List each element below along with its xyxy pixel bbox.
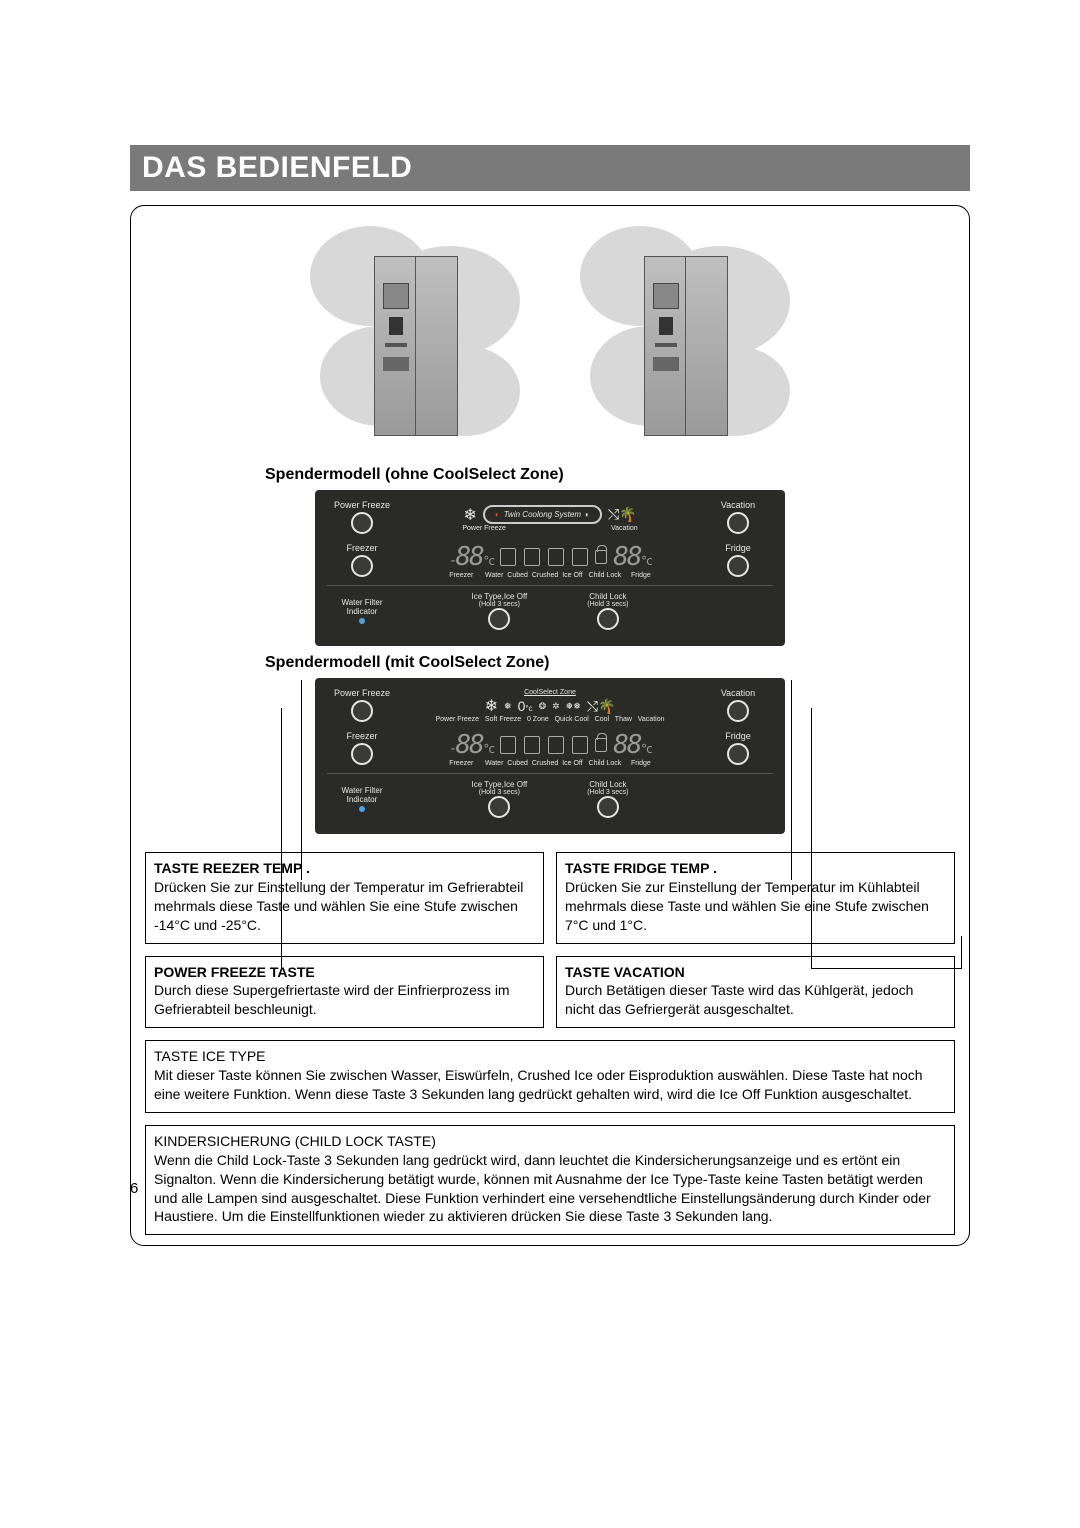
callout-ice-type: TASTE ICE TYPE Mit dieser Taste können S… xyxy=(145,1040,955,1113)
page-title: DAS BEDIENFELD xyxy=(130,145,970,191)
child-lock-button[interactable] xyxy=(597,608,619,630)
label-vacation: Vacation xyxy=(703,500,773,510)
dispenser-panel-icon xyxy=(653,283,679,309)
freezer-temp-button[interactable] xyxy=(351,555,373,577)
callout-power-freeze: POWER FREEZE TASTE Durch diese Supergefr… xyxy=(145,956,544,1029)
page-number: 6 xyxy=(130,1180,138,1197)
vacation-icon: ⤭🌴 xyxy=(587,698,616,715)
control-panel-1: Power Freeze ❄ ◐Twin Coolong System◐ ⤭🌴 … xyxy=(315,490,785,646)
water-icon xyxy=(500,736,516,754)
lock-icon xyxy=(595,738,607,752)
cubed-ice-icon xyxy=(524,548,540,566)
quick-cool-icon: ❂ xyxy=(539,701,547,712)
zero-zone-icon: 0°c xyxy=(518,698,533,714)
water-icon xyxy=(500,548,516,566)
fridge-temp-button[interactable] xyxy=(727,743,749,765)
filter-indicator-icon xyxy=(359,618,365,624)
fridge-illustration-right xyxy=(610,226,760,446)
panel2-label: Spendermodell (mit CoolSelect Zone) xyxy=(265,654,955,672)
label-freezer: Freezer xyxy=(327,543,397,553)
power-freeze-button[interactable] xyxy=(351,512,373,534)
freezer-temp-button[interactable] xyxy=(351,743,373,765)
filter-indicator-icon xyxy=(359,806,365,812)
soft-freeze-icon: ❅ xyxy=(504,701,512,712)
crushed-ice-icon xyxy=(548,736,564,754)
vacation-icon: ⤭🌴 xyxy=(608,506,637,523)
ice-type-button[interactable] xyxy=(488,608,510,630)
label-fridge: Fridge xyxy=(703,543,773,553)
freezer-temp-display: -88°c xyxy=(449,730,493,760)
ice-type-button[interactable] xyxy=(488,796,510,818)
callout-child-lock: KINDERSICHERUNG (CHILD LOCK TASTE) Wenn … xyxy=(145,1125,955,1235)
ice-off-icon xyxy=(572,736,588,754)
snowflake-icon: ❄ xyxy=(485,696,498,716)
dispenser-panel-icon xyxy=(383,283,409,309)
freezer-temp-display: -88°c xyxy=(449,542,493,572)
callout-vacation: TASTE VACATION Durch Betätigen dieser Ta… xyxy=(556,956,955,1029)
fridge-illustrations xyxy=(145,226,955,446)
main-frame: Spendermodell (ohne CoolSelect Zone) Pow… xyxy=(130,205,970,1246)
label-power-freeze: Power Freeze xyxy=(327,500,397,510)
ice-off-icon xyxy=(572,548,588,566)
fridge-temp-display: 88°c xyxy=(613,730,651,760)
lock-icon xyxy=(595,550,607,564)
child-lock-button[interactable] xyxy=(597,796,619,818)
control-panel-2: Power Freeze CoolSelect Zone ❄ ❅ 0°c ❂ ✲… xyxy=(315,678,785,834)
cool-icon: ✲ xyxy=(552,701,560,712)
cubed-ice-icon xyxy=(524,736,540,754)
callouts-grid: TASTE REEZER TEMP . Drücken Sie zur Eins… xyxy=(145,852,955,1028)
snowflake-icon: ❄ xyxy=(464,505,477,525)
fridge-illustration-left xyxy=(340,226,490,446)
crushed-ice-icon xyxy=(548,548,564,566)
panel1-label: Spendermodell (ohne CoolSelect Zone) xyxy=(265,466,955,484)
callout-fridge-temp: TASTE FRIDGE TEMP . Drücken Sie zur Eins… xyxy=(556,852,955,944)
vacation-button[interactable] xyxy=(727,512,749,534)
page-container: DAS BEDIENFELD xyxy=(130,145,970,1246)
twin-cooling-badge: ◐Twin Coolong System◐ xyxy=(483,505,602,524)
label-child-lock: Child Lock xyxy=(587,592,628,601)
callout-freezer-temp: TASTE REEZER TEMP . Drücken Sie zur Eins… xyxy=(145,852,544,944)
thaw-icon: ❅❅ xyxy=(566,701,581,712)
fridge-temp-button[interactable] xyxy=(727,555,749,577)
label-water-filter: Water Filter xyxy=(327,598,397,607)
power-freeze-button[interactable] xyxy=(351,700,373,722)
label-ice-type: Ice Type,Ice Off xyxy=(472,592,528,601)
fridge-temp-display: 88°c xyxy=(613,542,651,572)
vacation-button[interactable] xyxy=(727,700,749,722)
coolselect-zone-label: CoolSelect Zone xyxy=(397,689,703,696)
